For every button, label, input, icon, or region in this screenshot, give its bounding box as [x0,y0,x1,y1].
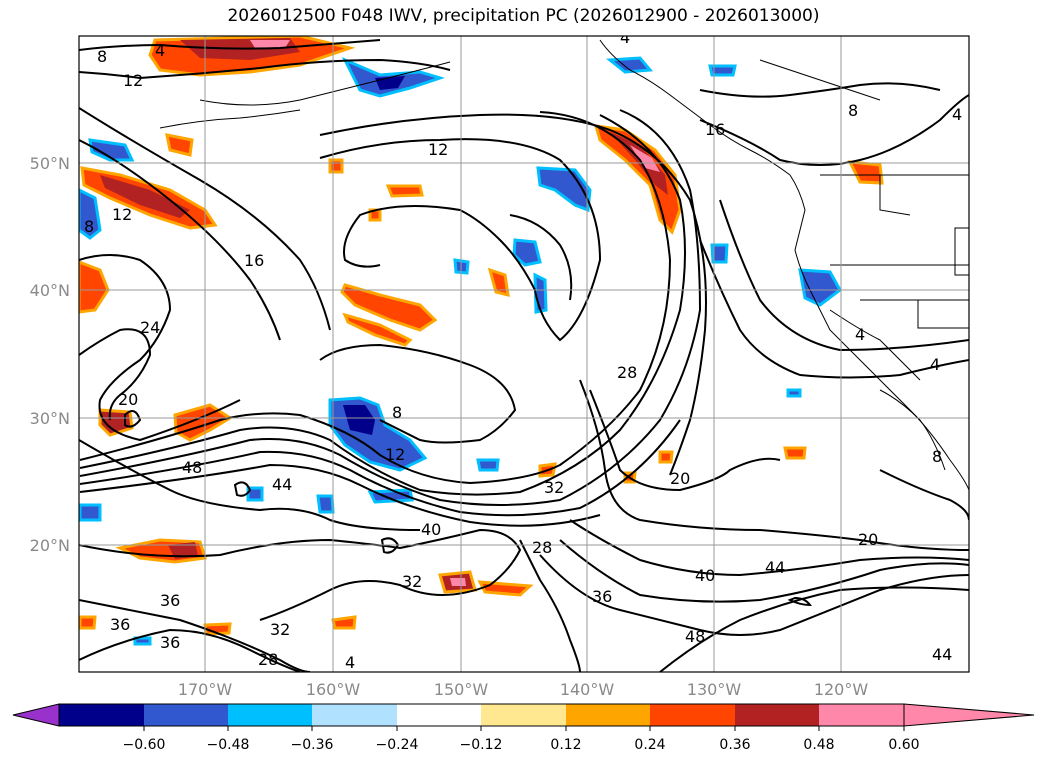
contour-label-28: 28 [532,538,552,557]
colorbar-segment [735,704,819,726]
lon-label-150w: 150°W [434,680,489,699]
colorbar-tick-label: 0.48 [803,737,834,753]
contour-label-32: 32 [544,478,564,497]
map-title: 2026012500 F048 IWV, precipitation PC (2… [227,6,820,26]
lat-label-40n: 40°N [30,281,70,300]
precip-positive-areas [79,36,884,636]
contour-label-4: 4 [155,41,165,60]
contour-label-12: 12 [112,205,132,224]
colorbar-extend-low [12,703,60,727]
colorbar-segment [397,704,481,726]
colorbar-segment [481,704,566,726]
contour-label-8: 8 [392,403,402,422]
contour-label-20: 20 [670,469,690,488]
contour-label-12: 12 [428,140,448,159]
contour-label-4: 4 [952,105,962,124]
contour-label-8: 8 [84,217,94,236]
contour-label-20: 20 [858,530,878,549]
lon-label-170w: 170°W [178,680,233,699]
colorbar-tick-label: −0.60 [123,737,166,753]
latitude-labels: 50°N 40°N 30°N 20°N [30,154,70,555]
colorbar-tick-label: 0.12 [550,737,581,753]
colorbar-segment [650,704,735,726]
contour-label-36: 36 [160,633,180,652]
contour-label-44: 44 [272,475,292,494]
lat-label-20n: 20°N [30,536,70,555]
coastlines [159,39,969,554]
colorbar-tick-label: −0.36 [291,737,334,753]
lat-label-50n: 50°N [30,154,70,173]
contour-label-4: 4 [620,28,630,47]
contour-label-12: 12 [123,71,143,90]
contour-label-44: 44 [932,645,952,664]
contour-label-36: 36 [110,615,130,634]
plot-frame [78,35,970,673]
iwv-contours [79,39,969,672]
colorbar-segment [566,704,650,726]
contour-label-4: 4 [930,355,940,374]
colorbar-tick-label: −0.12 [460,737,503,753]
colorbar-tick-label: 0.36 [719,737,750,753]
contour-label-32: 32 [402,572,422,591]
plot-area [79,36,969,672]
contour-label-28: 28 [617,363,637,382]
contour-label-24: 24 [140,318,160,337]
contour-label-48: 48 [182,458,202,477]
lon-label-130w: 130°W [687,680,742,699]
colorbar-segment [144,704,228,726]
gridlines [79,36,969,672]
contour-label-4: 4 [345,653,355,672]
colorbar-tick-label: 0.24 [634,737,665,753]
contour-label-20: 20 [118,390,138,409]
lon-label-120w: 120°W [814,680,869,699]
lon-label-140w: 140°W [560,680,615,699]
colorbar: −0.60 −0.48 −0.36 −0.24 −0.12 0.12 0.24 … [12,703,1035,753]
contour-label-16: 16 [705,120,725,139]
colorbar-segment [819,704,904,726]
contour-label-40: 40 [421,520,441,539]
contour-label-8: 8 [97,47,107,66]
colorbar-tick-label: 0.60 [888,737,919,753]
contour-label-8: 8 [848,101,858,120]
longitude-labels: 170°W 160°W 150°W 140°W 130°W 120°W [178,680,869,699]
colorbar-extend-high [903,703,1035,727]
precip-negative-areas [79,56,842,646]
colorbar-segment [312,704,397,726]
contour-label-12: 12 [385,445,405,464]
contour-label-8: 8 [932,447,942,466]
contour-label-4: 4 [855,325,865,344]
contour-label-16: 16 [244,251,264,270]
contour-label-40: 40 [695,566,715,585]
colorbar-ticks [143,726,905,731]
contour-label-44: 44 [765,558,785,577]
colorbar-tick-label: −0.24 [376,737,419,753]
contour-label-28: 28 [258,650,278,669]
contour-label-32: 32 [270,620,290,639]
lat-label-30n: 30°N [30,409,70,428]
contour-labels: 8 4 12 12 16 12 8 4 16 8 24 20 48 44 8 1… [84,28,962,672]
lon-label-160w: 160°W [306,680,361,699]
contour-label-48: 48 [685,627,705,646]
contour-label-36: 36 [160,591,180,610]
colorbar-tick-label: −0.48 [207,737,250,753]
contour-label-36: 36 [592,587,612,606]
colorbar-segment [228,704,312,726]
colorbar-segment [59,704,144,726]
